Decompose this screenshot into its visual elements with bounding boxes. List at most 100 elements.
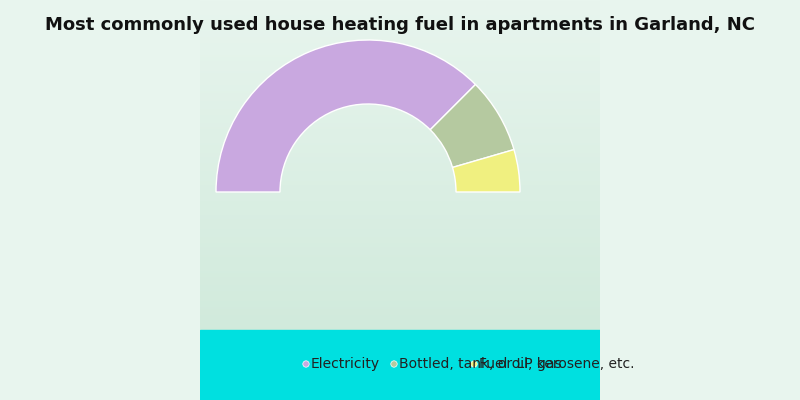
Circle shape bbox=[470, 361, 477, 367]
Bar bbox=[200, 240, 600, 242]
Bar bbox=[200, 324, 600, 326]
Bar bbox=[200, 94, 600, 96]
Bar bbox=[200, 268, 600, 270]
Bar bbox=[200, 164, 600, 166]
Bar bbox=[200, 272, 600, 274]
Bar bbox=[200, 336, 600, 338]
Bar bbox=[200, 198, 600, 200]
Bar bbox=[200, 34, 600, 36]
Bar bbox=[200, 108, 600, 110]
Bar bbox=[200, 182, 600, 184]
Bar bbox=[200, 270, 600, 272]
Bar bbox=[200, 148, 600, 150]
Bar bbox=[200, 294, 600, 296]
Bar bbox=[200, 356, 600, 358]
Bar bbox=[200, 252, 600, 254]
Bar bbox=[200, 398, 600, 400]
Bar bbox=[200, 338, 600, 340]
Bar bbox=[200, 102, 600, 104]
Bar bbox=[200, 308, 600, 310]
Bar bbox=[200, 248, 600, 250]
Bar bbox=[200, 58, 600, 60]
Bar bbox=[200, 194, 600, 196]
Bar bbox=[200, 208, 600, 210]
Bar bbox=[200, 340, 600, 342]
Bar bbox=[200, 300, 600, 302]
Bar bbox=[200, 32, 600, 34]
Bar bbox=[200, 274, 600, 276]
Wedge shape bbox=[453, 150, 520, 192]
Bar bbox=[200, 344, 600, 346]
Bar bbox=[200, 14, 600, 16]
Bar bbox=[200, 88, 600, 90]
Bar bbox=[200, 314, 600, 316]
Bar bbox=[200, 378, 600, 380]
Circle shape bbox=[391, 361, 397, 367]
Bar bbox=[200, 328, 600, 330]
Bar bbox=[200, 52, 600, 54]
Bar bbox=[200, 312, 600, 314]
Bar bbox=[200, 210, 600, 212]
Bar bbox=[200, 122, 600, 124]
Bar bbox=[200, 10, 600, 12]
Bar bbox=[200, 316, 600, 318]
Bar bbox=[200, 116, 600, 118]
Bar bbox=[200, 100, 600, 102]
Bar bbox=[200, 46, 600, 48]
Bar bbox=[200, 282, 600, 284]
Bar bbox=[200, 44, 600, 46]
Bar bbox=[200, 216, 600, 218]
Bar bbox=[200, 86, 600, 88]
Bar bbox=[200, 152, 600, 154]
Bar bbox=[200, 132, 600, 134]
Bar bbox=[200, 76, 600, 78]
Bar bbox=[200, 196, 600, 198]
Bar bbox=[200, 146, 600, 148]
Bar bbox=[200, 382, 600, 384]
Bar bbox=[200, 258, 600, 260]
Bar bbox=[200, 286, 600, 288]
Bar bbox=[200, 262, 600, 264]
Bar bbox=[200, 50, 600, 52]
Bar bbox=[200, 292, 600, 294]
Bar bbox=[200, 144, 600, 146]
Bar bbox=[200, 350, 600, 352]
Bar bbox=[200, 362, 600, 364]
Bar bbox=[200, 84, 600, 86]
Bar bbox=[200, 354, 600, 356]
Bar bbox=[200, 280, 600, 282]
Bar bbox=[200, 162, 600, 164]
Bar bbox=[200, 306, 600, 308]
Bar bbox=[200, 110, 600, 112]
Bar bbox=[200, 374, 600, 376]
Bar bbox=[200, 230, 600, 232]
Bar bbox=[200, 376, 600, 378]
Bar bbox=[200, 124, 600, 126]
Wedge shape bbox=[216, 40, 475, 192]
Bar bbox=[200, 126, 600, 128]
Bar bbox=[200, 322, 600, 324]
Bar bbox=[200, 334, 600, 336]
Bar bbox=[200, 228, 600, 230]
Bar bbox=[200, 288, 600, 290]
Bar bbox=[200, 20, 600, 22]
Bar bbox=[200, 242, 600, 244]
Bar bbox=[200, 128, 600, 130]
Bar bbox=[200, 72, 600, 74]
Bar bbox=[200, 186, 600, 188]
Bar bbox=[200, 92, 600, 94]
Wedge shape bbox=[430, 84, 514, 168]
Bar bbox=[200, 4, 600, 6]
Bar bbox=[200, 304, 600, 306]
Bar bbox=[200, 234, 600, 236]
Bar bbox=[200, 296, 600, 298]
Bar bbox=[200, 236, 600, 238]
Bar bbox=[200, 266, 600, 268]
Bar bbox=[200, 348, 600, 350]
Bar bbox=[200, 388, 600, 390]
Bar bbox=[200, 302, 600, 304]
Bar bbox=[200, 56, 600, 58]
Bar bbox=[200, 104, 600, 106]
Bar bbox=[200, 290, 600, 292]
Bar bbox=[200, 18, 600, 20]
